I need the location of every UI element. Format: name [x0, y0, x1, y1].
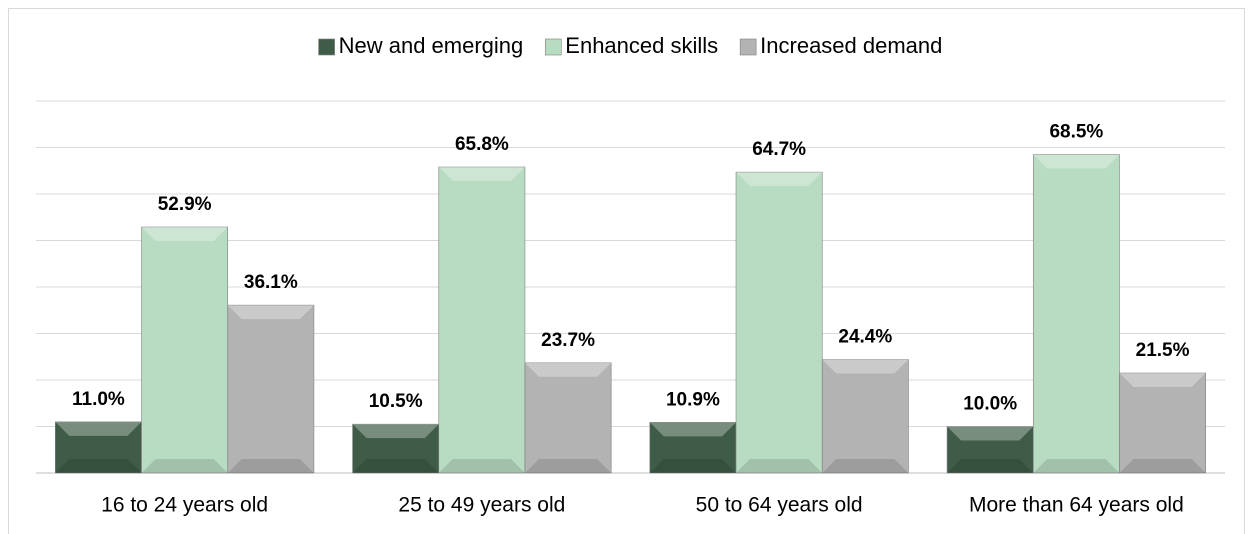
bar-bevel — [352, 424, 439, 439]
bar — [227, 304, 315, 474]
data-label: 65.8% — [455, 134, 509, 155]
bar — [1119, 372, 1206, 474]
chart-frame — [8, 8, 1245, 534]
bar — [438, 166, 526, 474]
bar-bevel — [947, 459, 1034, 473]
bar — [649, 422, 737, 474]
data-label: 21.5% — [1136, 340, 1190, 361]
data-label: 10.9% — [666, 389, 720, 410]
bar-bevel — [141, 227, 228, 242]
bar-bevel — [822, 359, 909, 374]
bar — [946, 426, 1034, 474]
bar — [821, 359, 909, 474]
bar-bevel — [947, 426, 1034, 441]
bar-bevel — [141, 459, 228, 473]
data-label: 24.4% — [838, 327, 892, 348]
bar — [352, 423, 440, 474]
legend-swatch — [739, 38, 757, 56]
bar-bevel — [352, 459, 439, 473]
data-label: 64.7% — [752, 139, 806, 160]
bar-bevel — [524, 459, 612, 473]
bar-bevel — [1033, 459, 1120, 473]
legend: New and emerging Enhanced skills Increased… — [318, 33, 942, 58]
data-label: 68.5% — [1049, 121, 1103, 142]
bar-bevel — [227, 459, 314, 473]
data-label: 52.9% — [158, 194, 212, 215]
bar — [141, 226, 229, 474]
data-label: 36.1% — [244, 272, 298, 293]
data-label: 10.5% — [369, 391, 423, 412]
bar-bevel — [1033, 154, 1120, 169]
legend-label: New and emerging — [339, 33, 524, 58]
x-tick-label: 25 to 49 years old — [398, 494, 565, 517]
bar-bevel — [227, 305, 314, 320]
data-label: 23.7% — [541, 330, 595, 351]
legend-swatch — [318, 38, 335, 56]
bar — [735, 171, 823, 474]
bar-bevel — [822, 459, 909, 473]
bar-bevel — [649, 459, 737, 473]
data-label: 10.0% — [963, 394, 1017, 415]
bar-bevel — [1119, 373, 1206, 388]
bar — [524, 362, 612, 474]
legend-label: Enhanced skills — [565, 33, 718, 58]
x-tick-label: More than 64 years old — [969, 494, 1184, 517]
x-tick-label: 16 to 24 years old — [101, 494, 268, 517]
bar-bevel — [736, 459, 823, 473]
bar-bevel — [55, 459, 142, 473]
bar-bevel — [736, 172, 823, 187]
bar-bevel — [1119, 459, 1206, 473]
bar — [1032, 154, 1120, 474]
legend-label: Increased demand — [760, 33, 942, 58]
data-label: 11.0% — [72, 389, 125, 410]
bar-bevel — [438, 167, 525, 182]
bar-bevel — [649, 422, 737, 437]
bar-bevel — [438, 459, 525, 473]
bar-bevel — [55, 421, 142, 436]
bar-bevel — [524, 362, 612, 377]
legend-swatch — [544, 38, 562, 56]
x-tick-label: 50 to 64 years old — [696, 494, 863, 517]
